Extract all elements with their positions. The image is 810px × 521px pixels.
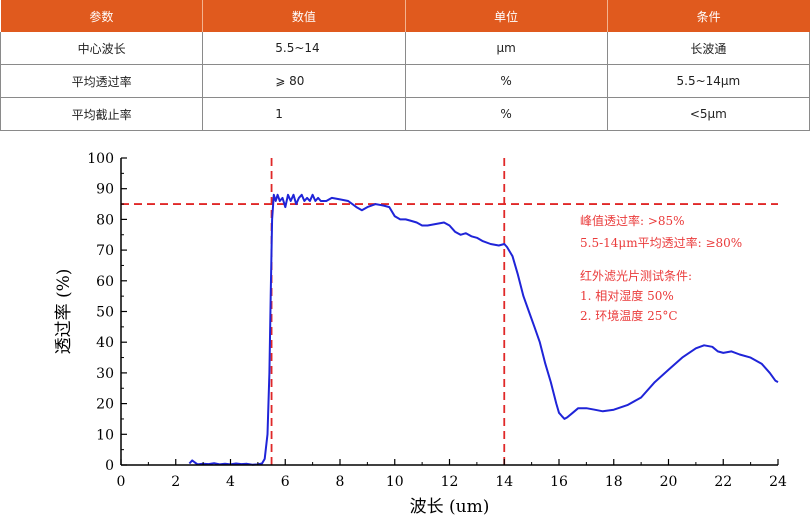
x-tick-label: 8 (336, 474, 345, 490)
y-tick-label: 60 (96, 274, 114, 290)
x-tick-label: 16 (550, 474, 568, 490)
spec-table-header-row: 参数 数值 单位 条件 (0, 0, 810, 32)
y-tick-label: 80 (96, 212, 114, 228)
table-cell: μm (404, 32, 608, 65)
y-tick-label: 20 (96, 397, 114, 413)
table-cell: 长波通 (606, 32, 810, 65)
table-cell: 平均截止率 (0, 97, 204, 131)
x-tick-label: 0 (117, 474, 126, 490)
y-tick-label: 50 (96, 305, 114, 321)
spec-table: 参数 数值 单位 条件 中心波长 5.5~14 μm 长波通 平均透过率 ⩾ 8… (0, 0, 810, 131)
x-tick-label: 6 (281, 474, 290, 490)
x-tick-label: 4 (226, 474, 235, 490)
annotations: 峰值透过率: >85% 5.5-14μm平均透过率: ≥80% 红外滤光片测试条件:… (580, 213, 742, 323)
annotation-text: 5.5-14μm平均透过率: ≥80% (580, 235, 742, 250)
plot-area (188, 193, 779, 466)
table-cell: 平均透过率 (0, 64, 204, 98)
annotation-text: 红外滤光片测试条件: (580, 268, 692, 283)
x-tick-label: 24 (769, 474, 787, 490)
transmittance-chart: 0 2 4 6 8 10 12 14 16 18 20 22 240102030405060708090… (54, 151, 787, 517)
x-axis-title: 波长 (um) (410, 497, 490, 517)
table-cell: % (404, 64, 608, 98)
x-tick-label: 20 (660, 474, 678, 490)
x-tick-label: 12 (441, 474, 459, 490)
table-cell: <5μm (606, 97, 810, 131)
table-cell: 中心波长 (0, 32, 204, 65)
annotation-text: 1. 相对湿度 50% (580, 288, 674, 303)
header-value: 数值 (202, 0, 406, 32)
table-row: 中心波长 5.5~14 μm 长波通 (0, 32, 810, 65)
table-cell: % (404, 97, 608, 131)
x-tick-label: 22 (714, 474, 732, 490)
y-tick-label: 70 (96, 243, 114, 259)
table-cell: ⩾ 80 (202, 64, 406, 98)
y-tick-label: 0 (105, 458, 114, 474)
x-tick-label: 10 (386, 474, 404, 490)
y-tick-label: 100 (87, 151, 114, 167)
table-cell: 5.5~14μm (606, 64, 810, 98)
axes: 0 2 4 6 8 10 12 14 16 18 20 22 240102030405060708090… (54, 151, 787, 517)
annotation-text: 2. 环境温度 25°C (580, 308, 678, 323)
annotation-text: 峰值透过率: >85% (580, 213, 685, 228)
y-axis-title: 透过率 (%) (54, 269, 74, 355)
transmittance-series-line (188, 193, 779, 466)
y-tick-label: 40 (96, 335, 114, 351)
header-condition: 条件 (607, 0, 810, 32)
x-tick-label: 18 (605, 474, 623, 490)
x-tick-label: 14 (495, 474, 513, 490)
header-parameter: 参数 (0, 0, 204, 32)
table-row: 平均透过率 ⩾ 80 % 5.5~14μm (0, 64, 810, 98)
y-tick-label: 30 (96, 366, 114, 382)
x-tick-label: 2 (171, 474, 180, 490)
table-cell: 5.5~14 (202, 32, 406, 65)
y-tick-label: 10 (96, 427, 114, 443)
table-row: 平均截止率 1 % <5μm (0, 97, 810, 131)
reference-lines (121, 158, 778, 465)
header-unit: 单位 (405, 0, 608, 32)
y-tick-label: 90 (96, 182, 114, 198)
table-cell: 1 (202, 97, 406, 131)
